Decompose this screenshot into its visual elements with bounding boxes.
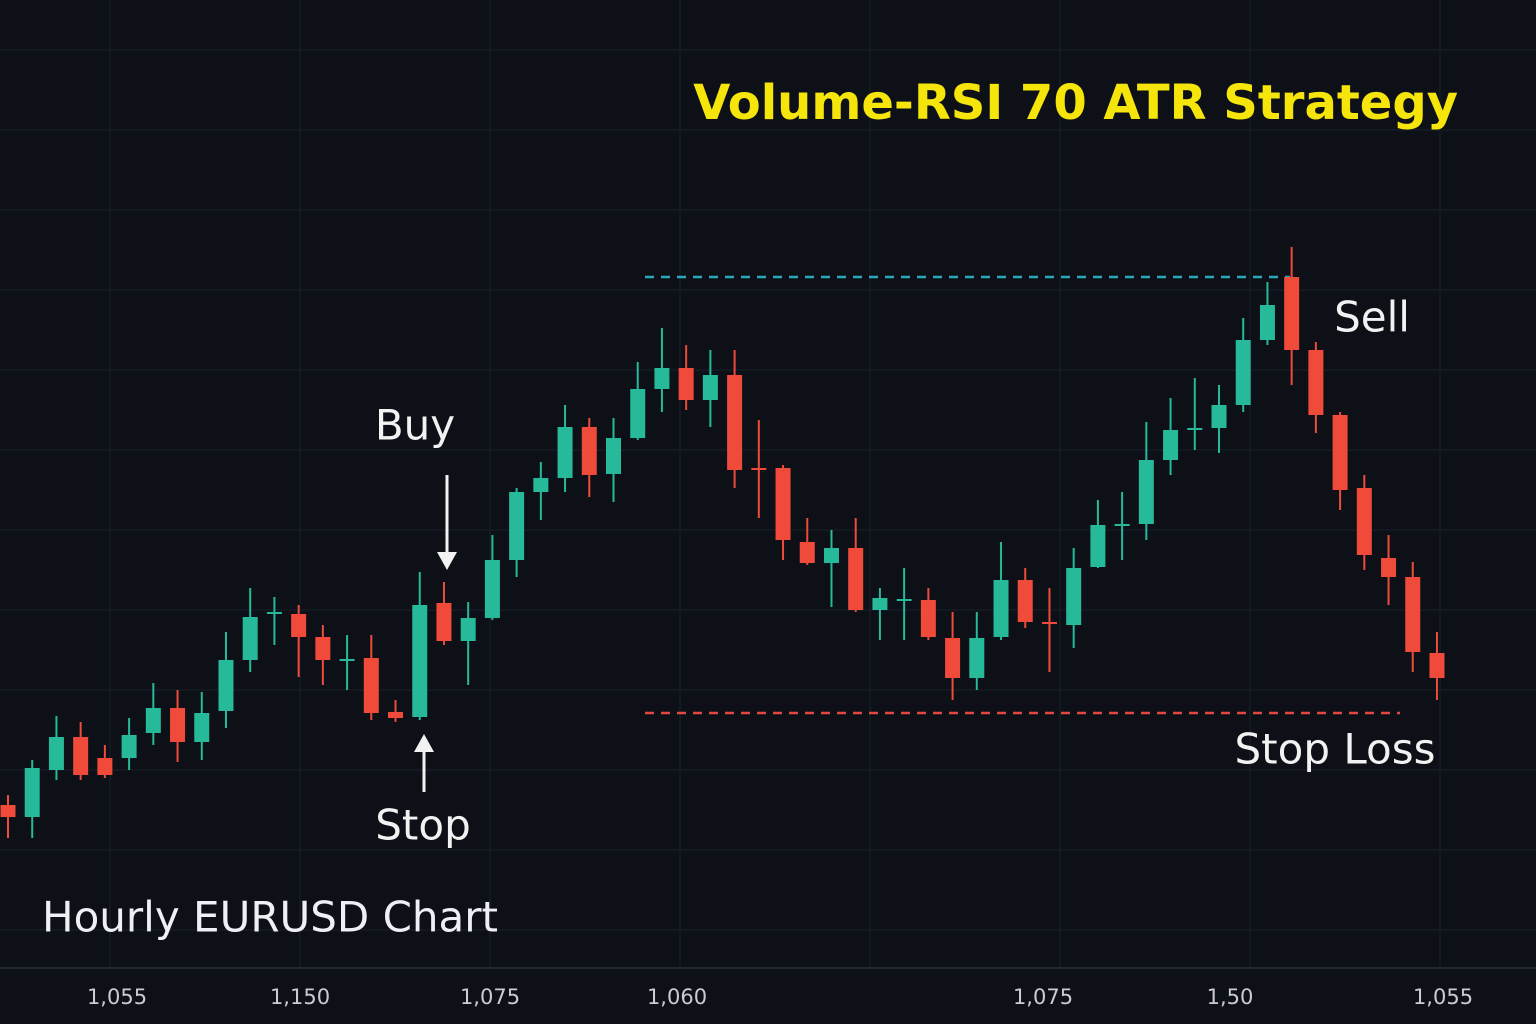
candle-body: [1066, 568, 1082, 625]
candle-body: [484, 560, 500, 618]
candle-body: [363, 658, 379, 713]
candle-body: [678, 368, 694, 400]
candle-body: [1429, 653, 1445, 678]
candle-body: [1235, 340, 1251, 405]
candle-body: [1211, 405, 1227, 428]
candle-body: [145, 708, 161, 733]
chart-title: Volume-RSI 70 ATR Strategy: [693, 75, 1458, 131]
x-tick-label: 1,50: [1207, 985, 1254, 1009]
candle-body: [848, 548, 864, 610]
candle-body: [460, 618, 476, 641]
candle-body: [218, 660, 234, 711]
annotation: Stop: [375, 801, 470, 850]
candle-body: [557, 427, 573, 478]
candle-body: [896, 599, 912, 601]
x-tick-label: 1,150: [270, 985, 330, 1009]
candle-body: [73, 737, 89, 775]
candle-body: [606, 438, 621, 474]
candle-body: [969, 638, 985, 678]
candle-body: [339, 659, 355, 661]
candle-body: [654, 368, 670, 389]
candle-body: [242, 617, 258, 660]
arrows: [414, 475, 457, 792]
candle-body: [945, 638, 961, 678]
x-tick-label: 1,055: [87, 985, 147, 1009]
background-grid: [0, 0, 1536, 968]
candle-body: [170, 708, 186, 742]
candle-body: [24, 768, 40, 817]
annotation: Buy: [375, 401, 455, 450]
candle-body: [533, 478, 549, 492]
x-tick-label: 1,075: [460, 985, 520, 1009]
x-tick-label: 1,060: [647, 985, 707, 1009]
candle-body: [0, 805, 16, 817]
candle-body: [1041, 622, 1057, 624]
candle-body: [872, 598, 888, 610]
candle-body: [1017, 580, 1033, 622]
candle-body: [727, 375, 743, 470]
candle-body: [751, 468, 767, 470]
candle-body: [1332, 415, 1348, 490]
x-tick-label: 1,075: [1013, 985, 1073, 1009]
candle-body: [1163, 430, 1179, 460]
candle-body: [1356, 488, 1372, 555]
candle-body: [388, 712, 404, 718]
candle-body: [1308, 350, 1324, 415]
candle-body: [1138, 460, 1154, 524]
x-tick-label: 1,055: [1413, 985, 1473, 1009]
annotation: Sell: [1334, 293, 1410, 342]
candle-body: [121, 735, 137, 758]
candle-body: [1405, 577, 1421, 652]
candle-body: [266, 612, 282, 614]
candle-body: [1187, 428, 1203, 430]
candle-body: [1090, 525, 1106, 567]
candle-body: [509, 492, 525, 560]
candle-body: [1259, 305, 1275, 340]
candle-body: [630, 389, 646, 438]
candle-body: [581, 427, 597, 475]
candle-body: [97, 758, 113, 775]
candle-body: [1114, 524, 1130, 526]
candle-body: [315, 637, 331, 660]
candle-body: [993, 580, 1009, 637]
candle-body: [823, 548, 839, 563]
candle-body: [1381, 558, 1397, 577]
candle-body: [799, 542, 815, 563]
candle-body: [702, 375, 718, 400]
chart-subtitle: Hourly EURUSD Chart: [42, 893, 498, 942]
candle-body: [920, 600, 936, 637]
candle-body: [1284, 277, 1300, 350]
candle-body: [291, 614, 307, 637]
candle-body: [412, 605, 428, 717]
candle-body: [775, 468, 791, 540]
candle-body: [48, 737, 64, 770]
annotation: Stop Loss: [1235, 725, 1436, 774]
candle-body: [436, 603, 452, 641]
candle-body: [194, 713, 210, 742]
